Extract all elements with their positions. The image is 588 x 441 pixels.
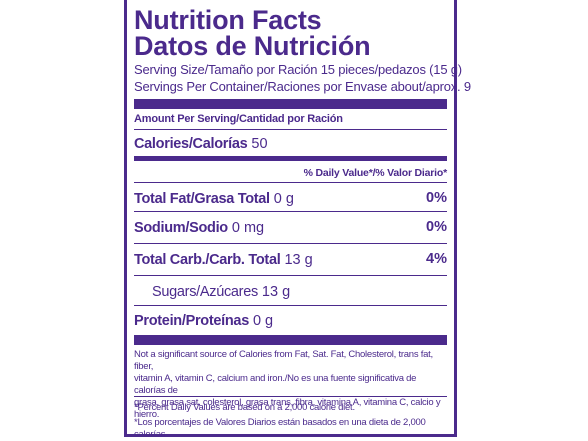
footnote-line: *Los porcentajes de Valores Diarios está… bbox=[134, 417, 426, 440]
footnote-line: *Percent Daily Values are based on a 2,0… bbox=[134, 402, 355, 413]
nutrient-row-sugars: Sugars/Azúcares 13 g bbox=[152, 283, 447, 301]
nutrient-percent: 4% bbox=[426, 251, 447, 267]
divider bbox=[134, 182, 447, 183]
thick-divider bbox=[134, 335, 447, 345]
not-significant-footnote: Not a significant source of Calories fro… bbox=[134, 349, 447, 421]
nutrient-row-sodium: Sodium/Sodio 0 mg 0% bbox=[134, 219, 447, 237]
divider bbox=[134, 275, 447, 276]
nutrient-value: 13 g bbox=[284, 252, 313, 268]
nutrient-label: Sodium/Sodio bbox=[134, 220, 228, 236]
divider bbox=[134, 211, 447, 212]
title-spanish: Datos de Nutrición bbox=[134, 31, 371, 61]
nutrient-row-total-fat: Total Fat/Grasa Total 0 g 0% bbox=[134, 190, 447, 208]
nutrient-label: Sugars/Azúcares bbox=[152, 284, 258, 300]
nutrition-facts-inner: Nutrition Facts Datos de Nutrición Servi… bbox=[134, 0, 471, 440]
nutrient-label: Total Carb./Carb. Total bbox=[134, 252, 281, 268]
serving-size: Serving Size/Tamaño por Ración 15 pieces… bbox=[134, 62, 462, 77]
thick-divider bbox=[134, 99, 447, 109]
nutrient-value: 0 g bbox=[252, 313, 274, 329]
calories-label: Calories/Calorías bbox=[134, 136, 248, 152]
calories-value: 50 bbox=[251, 136, 268, 152]
nutrient-label: Total Fat/Grasa Total bbox=[134, 191, 270, 207]
nutrition-facts-panel: Nutrition Facts Datos de Nutrición Servi… bbox=[124, 0, 471, 440]
footnote-line: Not a significant source of Calories fro… bbox=[134, 349, 433, 372]
nutrient-row-total-carb: Total Carb./Carb. Total 13 g 4% bbox=[134, 251, 447, 269]
daily-values-footnote: *Percent Daily Values are based on a 2,0… bbox=[134, 402, 447, 441]
divider bbox=[134, 305, 447, 306]
servings-per-container: Servings Per Container/Raciones por Enva… bbox=[134, 79, 471, 94]
divider bbox=[134, 243, 447, 244]
daily-value-header: % Daily Value*/% Valor Diario* bbox=[303, 167, 448, 179]
footnote-line: grasa, grasa sat, colesterol, grasa tran… bbox=[134, 397, 441, 420]
footnote-line: vitamin A, vitamin C, calcium and iron./… bbox=[134, 373, 417, 396]
nutrient-percent: 0% bbox=[426, 219, 447, 235]
divider bbox=[134, 396, 447, 397]
nutrient-label: Protein/Proteínas bbox=[134, 313, 249, 329]
nutrient-value: 0 g bbox=[273, 191, 294, 207]
nutrient-value: 0 mg bbox=[231, 220, 265, 236]
nutrient-row-protein: Protein/Proteínas 0 g bbox=[134, 312, 447, 330]
nutrient-percent: 0% bbox=[426, 190, 447, 206]
calories-row: Calories/Calorías 50 bbox=[134, 135, 447, 153]
medium-divider bbox=[134, 156, 447, 161]
title-english: Nutrition Facts bbox=[134, 5, 322, 35]
divider bbox=[134, 129, 447, 130]
nutrient-value: 13 g bbox=[261, 284, 291, 300]
amount-per-serving: Amount Per Serving/Cantidad por Ración bbox=[134, 113, 343, 125]
